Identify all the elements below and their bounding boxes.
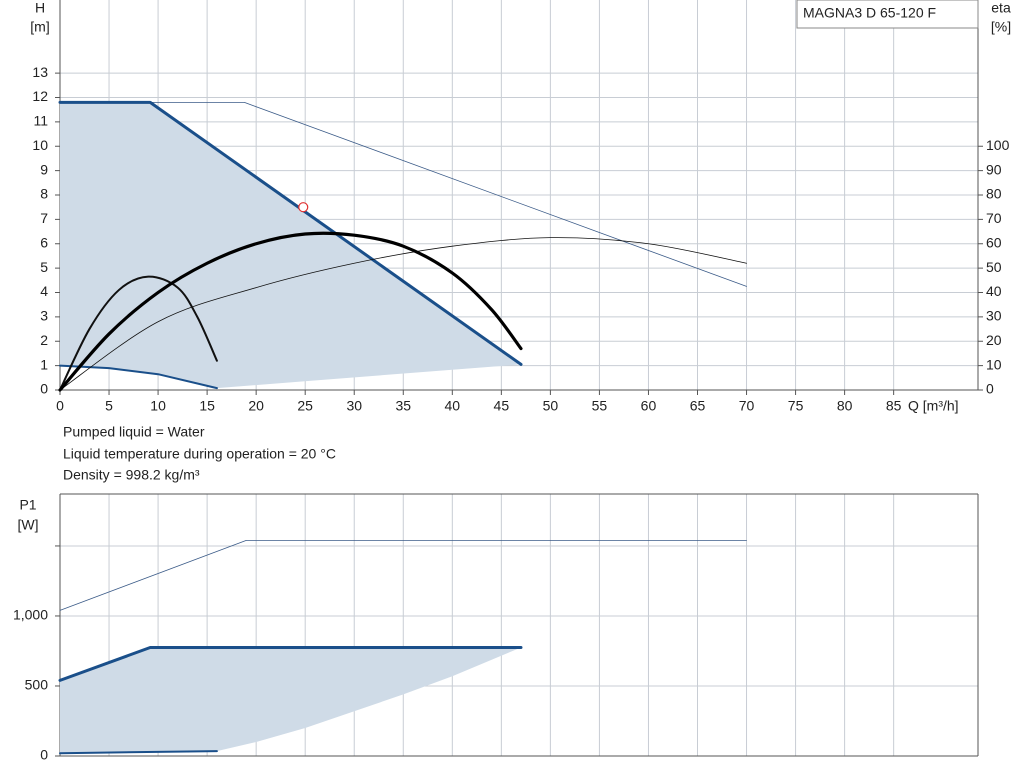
- y2-tick-label: 40: [986, 283, 1002, 299]
- note: Liquid temperature during operation = 20…: [63, 446, 336, 462]
- x-tick-label: 15: [199, 398, 215, 414]
- y2-tick-label: 70: [986, 210, 1002, 226]
- y-tick-label: 0: [40, 381, 48, 397]
- curve: [59, 275, 218, 391]
- x-tick-label: 10: [150, 398, 166, 414]
- curve: [59, 364, 218, 390]
- y-tick-label: 6: [40, 234, 48, 250]
- operating-area: [60, 647, 521, 754]
- y-tick-label: 4: [40, 283, 48, 299]
- y2-tick-label: 80: [986, 186, 1002, 202]
- x-tick-label: 55: [592, 398, 608, 414]
- y-tick-label: 10: [32, 137, 48, 153]
- y2-tick-label: 30: [986, 308, 1002, 324]
- chart-title: MAGNA3 D 65-120 F: [803, 5, 936, 21]
- y-axis-unit: [m]: [30, 19, 49, 35]
- y-tick-label: 7: [40, 210, 48, 226]
- x-tick-label: 70: [739, 398, 755, 414]
- x-tick-label: 60: [641, 398, 657, 414]
- x-tick-label: 75: [788, 398, 804, 414]
- y-tick-label: 1: [40, 356, 48, 372]
- duty-point: [298, 202, 309, 213]
- x-tick-label: 45: [494, 398, 510, 414]
- y-axis-label: P1: [19, 497, 36, 513]
- x-tick-label: 80: [837, 398, 853, 414]
- x-tick-label: 50: [543, 398, 559, 414]
- y-tick-label: 3: [40, 308, 48, 324]
- note: Pumped liquid = Water: [63, 424, 205, 440]
- operating-area: [60, 102, 521, 389]
- curve: [59, 750, 218, 755]
- title-box: [796, 0, 979, 29]
- x-tick-label: 0: [56, 398, 64, 414]
- curve: [58, 100, 523, 366]
- y-axis-label: H: [35, 0, 45, 16]
- x-tick-label: 40: [445, 398, 461, 414]
- y2-tick-label: 50: [986, 259, 1002, 275]
- y-tick-label: 0: [40, 747, 48, 763]
- x-tick-label: 5: [105, 398, 113, 414]
- y-tick-label: 1,000: [13, 607, 48, 623]
- y2-tick-label: 90: [986, 161, 1002, 177]
- y-axis-unit: [W]: [18, 517, 39, 533]
- y2-tick-label: 10: [986, 356, 1002, 372]
- y-tick-label: 13: [32, 64, 48, 80]
- y2-axis-unit: [%]: [991, 19, 1011, 35]
- y2-tick-label: 0: [986, 381, 994, 397]
- y-tick-label: 12: [32, 88, 48, 104]
- curve: [58, 646, 523, 682]
- y-tick-label: 500: [25, 677, 49, 693]
- y2-axis-label: eta: [991, 0, 1011, 16]
- y2-tick-label: 100: [986, 137, 1010, 153]
- y-tick-label: 11: [33, 113, 48, 129]
- x-tick-label: 30: [346, 398, 362, 414]
- x-tick-label: 85: [886, 398, 902, 414]
- note: Density = 998.2 kg/m³: [63, 467, 200, 483]
- y-tick-label: 5: [40, 259, 48, 275]
- y-tick-label: 2: [40, 332, 48, 348]
- y-tick-label: 9: [40, 161, 48, 177]
- x-tick-label: 25: [297, 398, 313, 414]
- x-tick-label: 20: [248, 398, 264, 414]
- x-tick-label: 35: [395, 398, 411, 414]
- y2-tick-label: 20: [986, 332, 1002, 348]
- x-axis-label: Q [m³/h]: [908, 398, 959, 414]
- curve: [59, 237, 747, 391]
- y2-tick-label: 60: [986, 234, 1002, 250]
- curve: [59, 540, 747, 611]
- x-tick-label: 65: [690, 398, 706, 414]
- curve: [58, 231, 523, 392]
- y-tick-label: 8: [40, 186, 48, 202]
